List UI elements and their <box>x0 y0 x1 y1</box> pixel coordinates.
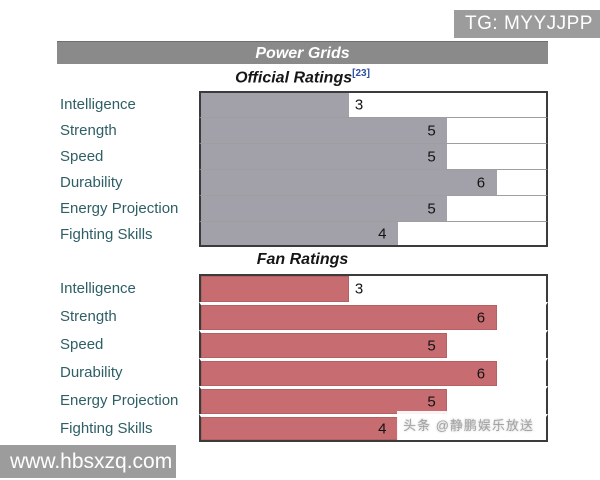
rating-value: 3 <box>354 280 364 298</box>
rating-label: Energy Projection <box>57 195 199 221</box>
section-fan-ratings: Fan Ratings Intelligence 3 Strength 6 Speed 5 D… <box>57 247 548 442</box>
rating-bar-track: 5 <box>199 330 548 358</box>
rating-value: 5 <box>427 148 436 165</box>
telegram-watermark: TG: MYYJJPP <box>454 10 600 38</box>
rating-label: Fighting Skills <box>57 414 199 442</box>
rating-bar-fill <box>201 196 448 221</box>
rating-bar-fill <box>201 276 349 302</box>
rating-label: Energy Projection <box>57 386 199 414</box>
rating-bar-fill <box>201 118 448 143</box>
rating-label: Strength <box>57 302 199 330</box>
rating-row: Intelligence 3 <box>57 91 548 117</box>
rating-bar-fill <box>201 305 497 330</box>
rating-value: 4 <box>378 225 387 242</box>
rating-row: Intelligence 3 <box>57 274 548 302</box>
section-title: Official Ratings[23] <box>57 64 548 91</box>
rating-bar-track: 6 <box>199 169 548 195</box>
rating-bar-fill <box>201 417 399 440</box>
rating-row: Energy Projection 5 <box>57 386 548 414</box>
rating-bar-track: 5 <box>199 117 548 143</box>
rating-value: 6 <box>476 309 486 326</box>
rating-value: 4 <box>378 420 387 437</box>
rating-row: Strength 5 <box>57 117 548 143</box>
rating-row: Durability 6 <box>57 358 548 386</box>
section-official-ratings: Official Ratings[23] Intelligence 3 Strengt… <box>57 64 548 247</box>
rating-bar-track: 3 <box>199 274 548 302</box>
rating-bar-fill <box>201 222 399 245</box>
rating-bar-track: 3 <box>199 91 548 117</box>
toutiao-watermark: 头条 @静鹏娱乐放送 <box>397 411 540 440</box>
rating-bar-fill <box>201 144 448 169</box>
rating-label: Durability <box>57 358 199 386</box>
ratings-rows: Intelligence 3 Strength 5 Speed 5 Durability 6 E… <box>57 91 548 247</box>
rating-value: 5 <box>427 337 436 354</box>
rating-label: Strength <box>57 117 199 143</box>
rating-bar-track: 5 <box>199 143 548 169</box>
rating-row: Speed 5 <box>57 330 548 358</box>
rating-value: 6 <box>476 365 486 382</box>
rating-label: Speed <box>57 143 199 169</box>
citation-link[interactable]: [23] <box>352 68 370 79</box>
rating-row: Speed 5 <box>57 143 548 169</box>
rating-value: 6 <box>476 174 486 191</box>
section-title-text: Official Ratings <box>235 69 353 87</box>
rating-value: 5 <box>427 393 436 410</box>
rating-label: Intelligence <box>57 274 199 302</box>
rating-bar-fill <box>201 333 448 358</box>
rating-bar-fill <box>201 93 349 117</box>
rating-row: Durability 6 <box>57 169 548 195</box>
rating-label: Intelligence <box>57 91 199 117</box>
rating-row: Fighting Skills 4 <box>57 221 548 247</box>
section-title-text: Fan Ratings <box>256 251 349 268</box>
rating-row: Energy Projection 5 <box>57 195 548 221</box>
rating-bar-track: 6 <box>199 302 548 330</box>
ratings-rows: Intelligence 3 Strength 6 Speed 5 Durability 6 E… <box>57 274 548 442</box>
section-title: Fan Ratings <box>57 247 548 274</box>
rating-label: Speed <box>57 330 199 358</box>
rating-value: 5 <box>427 200 436 217</box>
rating-value: 5 <box>427 122 436 139</box>
rating-bar-track: 5 <box>199 386 548 414</box>
power-grid-sections: Official Ratings[23] Intelligence 3 Strengt… <box>57 64 548 442</box>
rating-bar-fill <box>201 170 497 195</box>
rating-bar-track: 4 <box>199 221 548 247</box>
rating-label: Fighting Skills <box>57 221 199 247</box>
rating-bar-fill <box>201 389 448 414</box>
rating-bar-track: 6 <box>199 358 548 386</box>
power-grid-title: Power Grids <box>57 41 548 64</box>
site-watermark: www.hbsxzq.com <box>0 445 176 478</box>
power-grid-table: Power Grids Official Ratings[23] Intellig… <box>57 41 548 442</box>
rating-value: 3 <box>354 96 364 114</box>
rating-label: Durability <box>57 169 199 195</box>
rating-row: Strength 6 <box>57 302 548 330</box>
rating-bar-track: 5 <box>199 195 548 221</box>
rating-bar-fill <box>201 361 497 386</box>
